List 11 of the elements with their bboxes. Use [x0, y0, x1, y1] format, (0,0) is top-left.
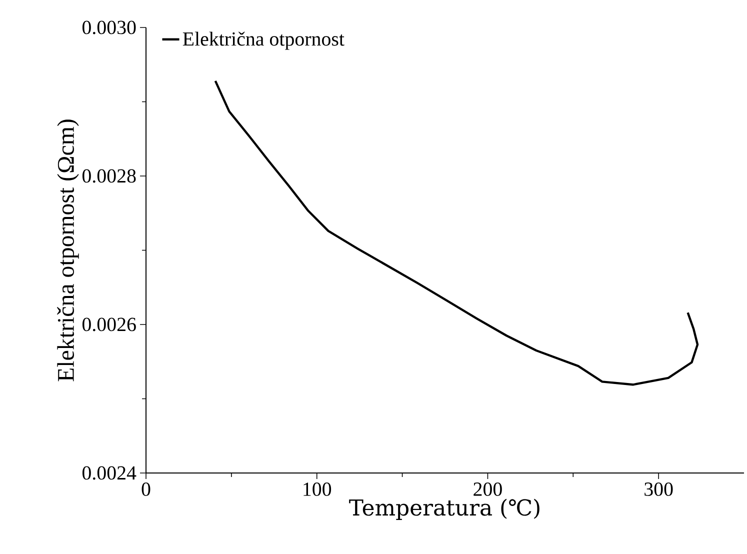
y-axis-title: Električna otpornost (Ωcm) — [57, 120, 79, 382]
x-tick-label: 0 — [142, 482, 150, 496]
y-tick-label: 0.0030 — [82, 20, 136, 34]
y-tick-label: 0.0024 — [82, 466, 136, 480]
x-tick-label: 200 — [474, 482, 502, 496]
legend-label: Električna otpornost — [182, 32, 344, 50]
x-axis-title: Temperatura (℃) — [349, 498, 540, 520]
y-tick-label: 0.0026 — [82, 318, 136, 332]
y-tick-label: 0.0028 — [82, 169, 136, 183]
x-tick-label: 300 — [644, 482, 673, 496]
x-tick-label: 100 — [304, 482, 332, 496]
